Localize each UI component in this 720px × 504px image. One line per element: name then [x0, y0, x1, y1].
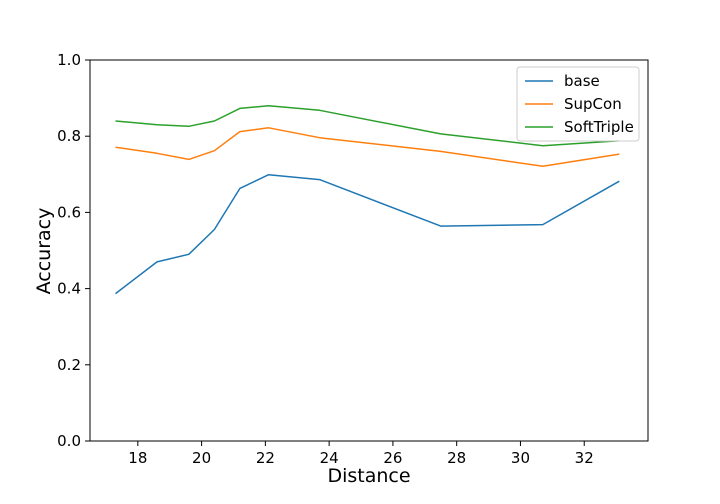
y-tick-label: 0.0	[57, 432, 81, 450]
series-line-supcon	[115, 127, 620, 168]
x-axis-label: Distance	[327, 465, 410, 487]
legend-label: SupCon	[564, 95, 622, 113]
x-tick-label: 18	[128, 449, 147, 467]
x-tick-label: 20	[192, 449, 211, 467]
x-tick-label: 32	[575, 449, 594, 467]
y-tick-label: 1.0	[57, 51, 81, 69]
legend-frame	[516, 66, 640, 142]
y-tick-label: 0.6	[57, 203, 81, 221]
y-tick-label: 0.4	[57, 280, 81, 298]
x-tick-label: 30	[511, 449, 530, 467]
x-tick-label: 28	[447, 449, 466, 467]
legend-label: base	[564, 72, 600, 90]
y-tick-label: 0.2	[57, 356, 81, 374]
series-line-base	[115, 173, 620, 295]
legend-label: SoftTriple	[564, 118, 634, 136]
y-axis-label: Accuracy	[33, 208, 55, 295]
x-tick-label: 26	[383, 449, 402, 467]
series-line-softtriple	[115, 104, 620, 147]
x-tick-label: 24	[320, 449, 339, 467]
legend: base SupCon SoftTriple	[516, 66, 640, 142]
tick-layer: 18 20 22 24 26 28 30 32 0.0 0.2 0.4 0.6 0.8 1.0	[57, 51, 594, 467]
x-tick-label: 22	[256, 449, 275, 467]
series-layer	[115, 104, 620, 295]
y-tick-label: 0.8	[57, 127, 81, 145]
plot-area-frame	[89, 59, 649, 442]
